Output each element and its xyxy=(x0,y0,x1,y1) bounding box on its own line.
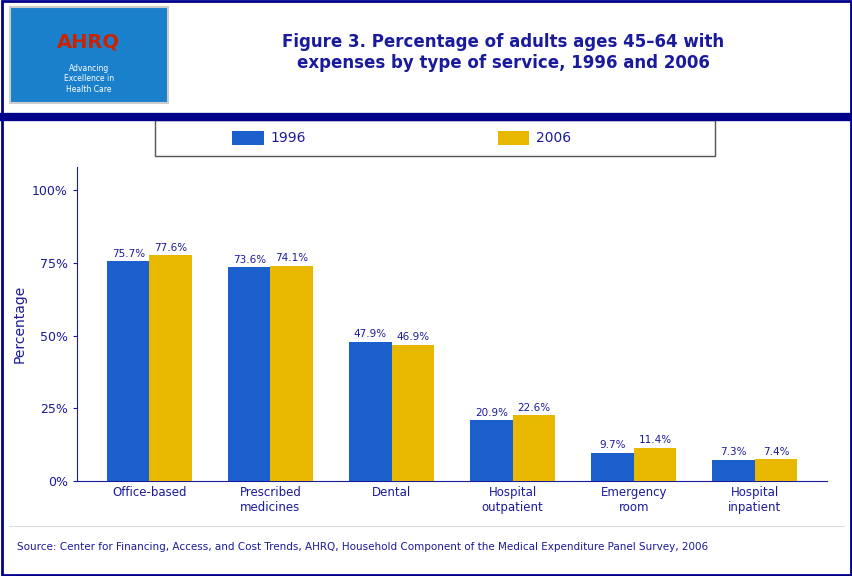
Bar xyxy=(469,420,512,481)
Bar xyxy=(149,255,192,481)
Text: Source: Center for Financing, Access, and Cost Trends, AHRQ, Household Component: Source: Center for Financing, Access, an… xyxy=(17,542,707,552)
Text: 2006: 2006 xyxy=(536,131,571,145)
Text: 11.4%: 11.4% xyxy=(637,435,671,445)
Bar xyxy=(754,460,797,481)
FancyBboxPatch shape xyxy=(498,131,529,146)
Text: Figure 3. Percentage of adults ages 45–64 with
expenses by type of service, 1996: Figure 3. Percentage of adults ages 45–6… xyxy=(282,33,723,72)
Text: 47.9%: 47.9% xyxy=(354,329,387,339)
Text: 74.1%: 74.1% xyxy=(275,253,308,263)
Bar xyxy=(270,266,313,481)
Text: 22.6%: 22.6% xyxy=(516,403,550,413)
Text: 9.7%: 9.7% xyxy=(599,441,625,450)
Bar xyxy=(106,261,149,481)
Bar xyxy=(391,344,434,481)
FancyBboxPatch shape xyxy=(155,120,714,157)
Text: 46.9%: 46.9% xyxy=(395,332,429,342)
Bar xyxy=(10,6,168,103)
Text: 77.6%: 77.6% xyxy=(154,243,187,253)
Bar xyxy=(711,460,754,481)
Y-axis label: Percentage: Percentage xyxy=(12,285,26,363)
Text: 73.6%: 73.6% xyxy=(233,255,266,265)
Bar xyxy=(633,448,676,481)
Bar xyxy=(227,267,270,481)
Bar xyxy=(512,415,555,481)
FancyBboxPatch shape xyxy=(232,131,263,146)
Text: 1996: 1996 xyxy=(270,131,306,145)
Bar xyxy=(348,342,391,481)
Text: 75.7%: 75.7% xyxy=(112,249,145,259)
Text: AHRQ: AHRQ xyxy=(57,32,120,51)
Text: Advancing
Excellence in
Health Care: Advancing Excellence in Health Care xyxy=(64,64,113,94)
Bar xyxy=(590,453,633,481)
Text: 7.4%: 7.4% xyxy=(762,447,788,457)
Text: 20.9%: 20.9% xyxy=(475,408,507,418)
Text: 7.3%: 7.3% xyxy=(719,448,746,457)
